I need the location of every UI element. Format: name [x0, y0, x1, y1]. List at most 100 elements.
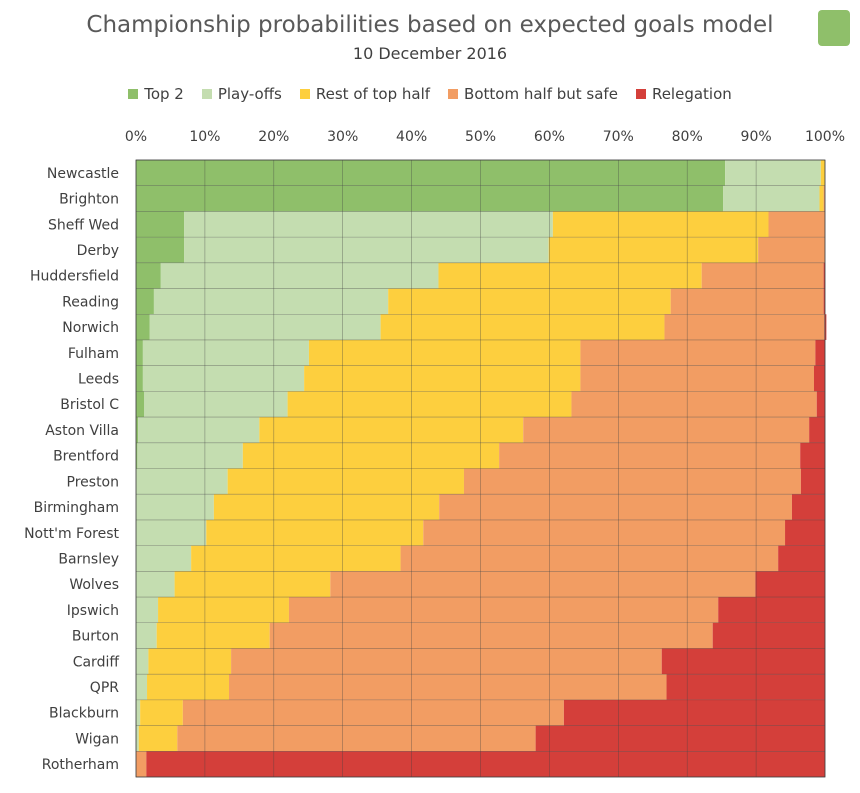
legend: Top 2 Play-offs Rest of top half Bottom … — [0, 85, 860, 103]
bar-segment — [231, 648, 662, 675]
category-label: Derby — [77, 243, 119, 259]
bar-segment — [140, 699, 183, 726]
bar-segment — [304, 365, 581, 392]
legend-swatch — [635, 89, 646, 99]
bar-segment — [227, 468, 464, 495]
bar-segment — [438, 262, 702, 289]
x-tick-label: 50% — [465, 129, 496, 145]
bar-segment — [535, 725, 825, 752]
legend-swatch — [299, 89, 310, 99]
bar-segment — [136, 622, 157, 649]
legend-item-play-offs: Play-offs — [201, 85, 282, 103]
x-tick-label: 10% — [189, 129, 220, 145]
bar-segment — [813, 365, 825, 392]
bar-segment — [380, 314, 665, 340]
category-label: Cardiff — [73, 654, 120, 670]
bar-segment — [184, 237, 549, 263]
legend-item-bottom-half: Bottom half but safe — [448, 85, 618, 103]
bar-segment — [815, 339, 825, 366]
bar-segment — [137, 442, 243, 469]
bar-segment — [136, 288, 154, 315]
bar-segment — [785, 519, 825, 546]
x-tick-label: 30% — [327, 129, 358, 145]
bar-segment — [136, 314, 150, 340]
category-label: Nott'm Forest — [24, 526, 119, 542]
bar-segment — [439, 494, 792, 520]
bar-segment — [580, 365, 814, 392]
bar-segment — [823, 262, 825, 289]
bar-segment — [287, 391, 572, 418]
bar-segment — [136, 751, 147, 777]
x-tick-label: 0% — [125, 129, 147, 145]
category-label: Norwich — [62, 320, 119, 336]
bar-segment — [388, 288, 671, 315]
category-label: Burton — [72, 629, 119, 645]
bar-segment — [823, 185, 825, 212]
bar-segment — [725, 160, 821, 186]
bar-segment — [755, 571, 825, 598]
bar-segment — [136, 160, 726, 186]
category-label: Reading — [62, 294, 119, 310]
bar-segment — [229, 674, 667, 700]
bar-segment — [499, 442, 801, 469]
category-label: Leeds — [78, 372, 119, 388]
chart-title: Championship probabilities based on expe… — [86, 12, 774, 38]
bar-segment — [136, 365, 143, 392]
bar-segment — [136, 237, 185, 263]
legend-swatch — [448, 89, 459, 99]
bar-segment — [182, 699, 564, 726]
bar-segment — [153, 288, 389, 315]
x-tick-label: 80% — [672, 129, 703, 145]
category-label: Bristol C — [60, 397, 119, 413]
bar-segment — [563, 699, 825, 726]
bar-segment — [136, 417, 139, 443]
category-label: QPR — [90, 680, 119, 696]
bar-segment — [718, 597, 825, 623]
bar-segment — [136, 648, 149, 675]
bar-segment — [136, 674, 148, 700]
legend-label: Bottom half but safe — [464, 85, 618, 103]
bar-segment — [136, 519, 207, 546]
bar-segment — [158, 597, 289, 623]
x-tick-label: 20% — [258, 129, 289, 145]
bar-segment — [666, 674, 825, 700]
bar-segment — [146, 751, 825, 777]
category-label: Blackburn — [49, 706, 119, 722]
x-tick-label: 70% — [603, 129, 634, 145]
bar-segment — [148, 648, 232, 675]
bar-segment — [571, 391, 817, 418]
legend-label: Rest of top half — [315, 85, 431, 103]
category-label: Brentford — [53, 449, 119, 465]
bar-segment — [768, 211, 825, 238]
bar-segment — [144, 391, 288, 418]
bar-segment — [400, 545, 779, 572]
bar-segment — [138, 417, 260, 443]
bar-segment — [308, 339, 581, 366]
bar-segment — [823, 288, 825, 315]
bar-segment — [712, 622, 825, 649]
legend-label: Relegation — [651, 85, 732, 103]
category-label: Barnsley — [58, 551, 119, 567]
bar-segment — [184, 211, 553, 238]
chart-subtitle: 10 December 2016 — [352, 44, 508, 63]
bar-segment — [288, 597, 719, 623]
bar-segment — [160, 262, 439, 289]
bar-segment — [552, 211, 769, 238]
bar-segment — [269, 622, 713, 649]
bar-segment — [242, 442, 500, 469]
bar-segment — [664, 314, 825, 340]
x-tick-label: 90% — [741, 129, 772, 145]
bar-segment — [580, 339, 816, 366]
category-label: Wigan — [75, 731, 119, 747]
category-label: Brighton — [59, 192, 119, 208]
bar-segment — [423, 519, 786, 546]
legend-label: Play-offs — [217, 85, 282, 103]
legend-swatch — [201, 89, 212, 99]
bar-segment — [136, 699, 141, 726]
bar-segment — [758, 237, 825, 263]
bar-segment — [191, 545, 401, 572]
bar-segment — [523, 417, 810, 443]
category-label: Preston — [67, 474, 119, 490]
legend-label: Top 2 — [144, 85, 184, 103]
